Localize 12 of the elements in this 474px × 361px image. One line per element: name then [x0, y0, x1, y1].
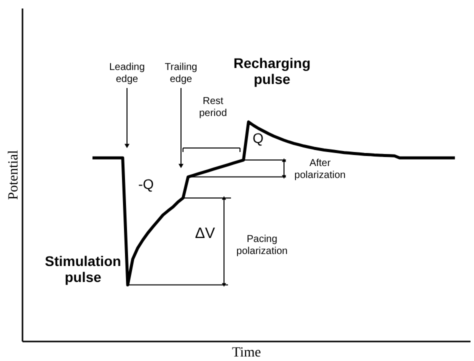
annotation: Pacing polarization: [236, 234, 288, 257]
text: Rest period: [199, 96, 227, 119]
annotation: -Q: [138, 176, 154, 192]
annotation: ΔV: [194, 225, 216, 242]
x-axis-title: Time: [232, 346, 262, 360]
annotation: Q: [252, 130, 264, 146]
annotation: Stimulation pulse: [44, 253, 122, 285]
text: Recharging pulse: [233, 55, 311, 87]
annotation: After polarization: [294, 158, 346, 181]
text: Trailing edge: [164, 62, 198, 85]
y-axis-title: Potential: [6, 150, 22, 200]
text: Leading edge: [109, 62, 145, 85]
